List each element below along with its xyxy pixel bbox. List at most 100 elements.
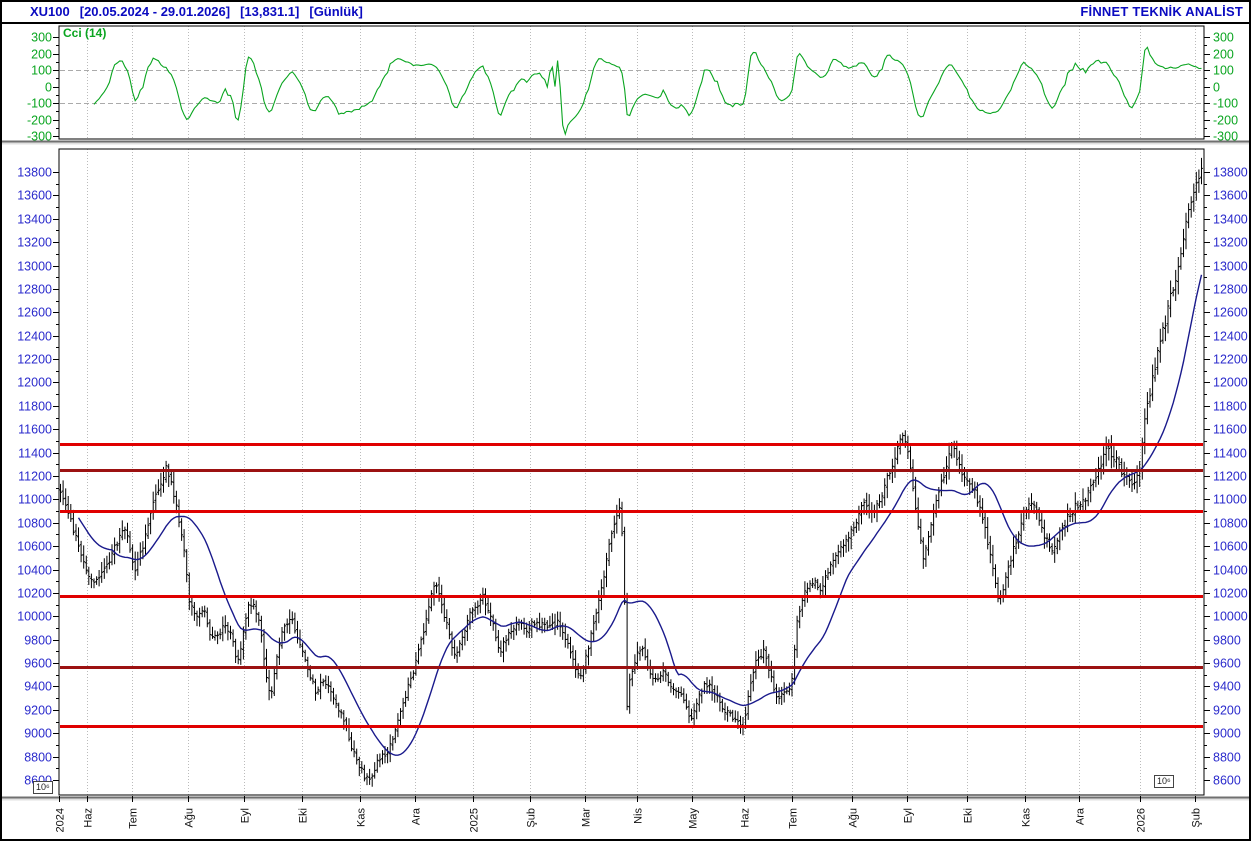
- month-label: Şub: [1191, 808, 1203, 828]
- title-bar: XU100 [20.05.2024 - 29.01.2026] [13,831.1]…: [2, 2, 1249, 24]
- price-axis-label: 12400: [17, 330, 52, 344]
- price-axis-label: 13600: [17, 189, 52, 203]
- month-label: May: [688, 808, 700, 829]
- chart-title: XU100 [20.05.2024 - 29.01.2026] [13,831.1]…: [30, 4, 373, 19]
- symbol-label: XU100: [30, 4, 70, 19]
- month-label: Şub: [526, 808, 538, 828]
- month-label: Tem: [128, 808, 140, 829]
- cci-line: [93, 46, 1202, 137]
- price-axis-label: 13200: [17, 236, 52, 250]
- cci-axis-label: 100: [31, 64, 52, 78]
- price-axis-label: 11600: [18, 423, 52, 437]
- cci-axis-label: -200: [27, 114, 52, 128]
- price-axis-label: 13800: [17, 166, 52, 180]
- price-axis-label: 8600: [1213, 774, 1241, 788]
- price-axis-label: 10800: [17, 517, 52, 531]
- price-axis-label: 13000: [1213, 260, 1248, 274]
- month-label: Kas: [1021, 808, 1033, 827]
- cci-axis-label: 0: [45, 81, 52, 95]
- axis-ticks: [53, 37, 1210, 802]
- price-axis-label: 9400: [24, 680, 52, 694]
- price-axis-label: 10600: [1213, 540, 1248, 554]
- price-axis-label: 13200: [1213, 236, 1248, 250]
- price-axis-label: 11200: [18, 470, 52, 484]
- price-axis-label: 9000: [24, 727, 52, 741]
- price-bars: [59, 157, 1203, 787]
- cci-path: [93, 46, 1202, 137]
- price-axis-label: 9600: [1213, 657, 1241, 671]
- price-axis-label: 13000: [17, 260, 52, 274]
- cci-axis-label: -300: [1213, 130, 1238, 144]
- support-resistance-lines: [60, 443, 1203, 728]
- price-axis-label: 10200: [1213, 587, 1248, 601]
- indicator-label: Cci (14): [63, 26, 107, 40]
- price-axis-label: 12000: [1213, 376, 1248, 390]
- price-axis-label: 11000: [18, 493, 52, 507]
- price-axis-label: 9200: [24, 704, 52, 718]
- price-axis-label: 11200: [1213, 470, 1247, 484]
- price-axis-label: 12800: [1213, 283, 1248, 297]
- month-label: Mar: [581, 808, 593, 827]
- month-label: Tem: [788, 808, 800, 829]
- price-axis-label: 10600: [17, 540, 52, 554]
- price-axis-label: 9800: [24, 634, 52, 648]
- ohlc-bars-path: [59, 157, 1203, 787]
- price-axis-label: 10400: [17, 564, 52, 578]
- price-axis-label: 11800: [1213, 400, 1247, 414]
- month-label: Haz: [740, 808, 752, 828]
- unit-label-right: 10⁶: [1154, 775, 1174, 788]
- price-axis-label: 9000: [1213, 727, 1241, 741]
- price-axis-label: 9200: [1213, 704, 1241, 718]
- month-label: Eyl: [903, 808, 915, 823]
- price-axis-label: 10400: [1213, 564, 1248, 578]
- sma-path: [77, 274, 1203, 756]
- cci-axis-label: 0: [1213, 81, 1220, 95]
- cci-axis-label: 200: [1213, 48, 1234, 62]
- price-axis-label: 13400: [17, 213, 52, 227]
- price-axis-label: 12800: [17, 283, 52, 297]
- cci-axis-label: -200: [1213, 114, 1238, 128]
- cci-axis-label: 300: [31, 31, 52, 45]
- axis-labels: 2024 Haz Tem Ağu Eyl Eki Kas Ara 2025 Şub Mar Nis Ma…: [17, 31, 1248, 833]
- month-label: 2025: [469, 808, 481, 832]
- panel-borders: [2, 25, 1249, 801]
- price-axis-label: 8800: [1213, 751, 1241, 765]
- cci-guide-lines: [60, 70, 1203, 104]
- price-axis-label: 11400: [18, 447, 52, 461]
- month-label: Kas: [356, 808, 368, 827]
- month-label: Haz: [83, 808, 95, 828]
- price-axis-label: 11800: [18, 400, 52, 414]
- period-label: [Günlük]: [309, 4, 363, 19]
- price-axis-label: 10000: [17, 610, 52, 624]
- price-axis-label: 13400: [1213, 213, 1248, 227]
- cci-axis-label: 100: [1213, 64, 1234, 78]
- date-range-label: [20.05.2024 - 29.01.2026]: [79, 4, 231, 19]
- price-axis-label: 12200: [17, 353, 52, 367]
- price-axis-label: 13800: [1213, 166, 1248, 180]
- price-axis-label: 12600: [1213, 306, 1248, 320]
- price-axis-label: 12600: [17, 306, 52, 320]
- month-label: Eki: [298, 808, 310, 823]
- month-gridlines: [87, 26, 1196, 795]
- month-label: Nis: [633, 808, 645, 824]
- cci-panel-border: [58, 25, 1205, 140]
- month-label: Eyl: [240, 808, 252, 823]
- price-axis-label: 9800: [1213, 634, 1241, 648]
- month-label: 2026: [1136, 808, 1148, 832]
- price-axis-label: 10800: [1213, 517, 1248, 531]
- price-axis-label: 13600: [1213, 189, 1248, 203]
- price-axis-label: 12400: [1213, 330, 1248, 344]
- cci-axis-label: -300: [27, 130, 52, 144]
- cci-axis-label: -100: [27, 97, 52, 111]
- month-label: 2024: [55, 808, 67, 832]
- month-label: Ağu: [184, 808, 196, 828]
- month-label: Ara: [1075, 807, 1087, 825]
- moving-average-line: [77, 274, 1203, 756]
- price-axis-label: 12000: [17, 376, 52, 390]
- price-axis-label: 10000: [1213, 610, 1248, 624]
- unit-label-left: 10⁶: [33, 781, 53, 794]
- cci-axis-label: 200: [31, 48, 52, 62]
- cci-axis-label: 300: [1213, 31, 1234, 45]
